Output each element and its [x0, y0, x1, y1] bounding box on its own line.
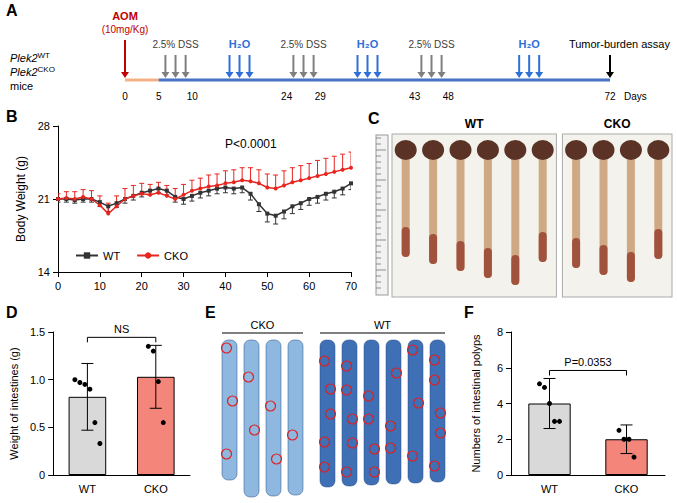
- svg-text:WT: WT: [465, 117, 484, 131]
- svg-text:0.5: 0.5: [30, 421, 45, 433]
- svg-text:P<0.0001: P<0.0001: [225, 137, 277, 151]
- svg-text:C: C: [368, 110, 380, 127]
- svg-text:H₂O: H₂O: [357, 38, 379, 50]
- svg-text:14: 14: [38, 266, 50, 278]
- svg-text:WT: WT: [103, 250, 120, 262]
- svg-text:NS: NS: [114, 323, 129, 335]
- svg-text:Plek2WT: Plek2WT: [10, 51, 50, 65]
- svg-text:10: 10: [187, 91, 199, 102]
- svg-text:72: 72: [604, 91, 616, 102]
- svg-text:(10mg/Kg): (10mg/Kg): [102, 24, 149, 35]
- svg-text:6: 6: [497, 362, 503, 374]
- svg-text:48: 48: [443, 91, 455, 102]
- svg-text:60: 60: [303, 280, 315, 292]
- svg-text:0: 0: [122, 91, 128, 102]
- svg-text:H₂O: H₂O: [229, 38, 251, 50]
- svg-text:20: 20: [136, 280, 148, 292]
- svg-text:0: 0: [55, 280, 61, 292]
- svg-text:2.5% DSS: 2.5% DSS: [280, 39, 326, 50]
- svg-text:Tumor-burden assay: Tumor-burden assay: [569, 38, 671, 50]
- svg-text:CKO: CKO: [251, 319, 275, 331]
- svg-text:2.5% DSS: 2.5% DSS: [408, 39, 454, 50]
- svg-text:Numbers of intestinal polyps: Numbers of intestinal polyps: [470, 334, 482, 473]
- svg-text:Plek2CKO: Plek2CKO: [10, 65, 55, 79]
- svg-text:1.5: 1.5: [30, 326, 45, 338]
- svg-text:50: 50: [261, 280, 273, 292]
- svg-text:E: E: [205, 304, 216, 321]
- svg-text:mice: mice: [10, 80, 33, 92]
- svg-text:AOM: AOM: [112, 10, 138, 22]
- svg-text:40: 40: [219, 280, 231, 292]
- svg-text:28: 28: [38, 120, 50, 132]
- svg-text:0: 0: [39, 469, 45, 481]
- svg-text:CKO: CKO: [144, 483, 168, 495]
- svg-text:1.0: 1.0: [30, 374, 45, 386]
- svg-text:5: 5: [156, 91, 162, 102]
- svg-text:Weight of intestines (g): Weight of intestines (g): [8, 347, 20, 459]
- svg-text:70: 70: [345, 280, 357, 292]
- svg-text:P=0.0353: P=0.0353: [564, 356, 611, 368]
- svg-text:0: 0: [497, 469, 503, 481]
- svg-text:10: 10: [94, 280, 106, 292]
- svg-text:2.5% DSS: 2.5% DSS: [152, 39, 198, 50]
- svg-text:F: F: [464, 304, 474, 321]
- svg-text:WT: WT: [541, 483, 558, 495]
- svg-text:A: A: [6, 2, 18, 19]
- svg-text:Body Weight (g): Body Weight (g): [14, 156, 28, 242]
- svg-text:Days: Days: [624, 91, 647, 102]
- svg-text:CKO: CKO: [615, 483, 639, 495]
- svg-text:4: 4: [497, 398, 503, 410]
- svg-text:43: 43: [409, 91, 421, 102]
- svg-text:CKO: CKO: [604, 117, 631, 131]
- svg-text:8: 8: [497, 326, 503, 338]
- svg-text:30: 30: [177, 280, 189, 292]
- svg-text:21: 21: [38, 193, 50, 205]
- svg-text:2: 2: [497, 433, 503, 445]
- svg-text:WT: WT: [79, 483, 96, 495]
- svg-text:H₂O: H₂O: [518, 38, 540, 50]
- svg-text:B: B: [6, 108, 18, 125]
- svg-text:24: 24: [281, 91, 293, 102]
- svg-text:CKO: CKO: [164, 250, 188, 262]
- svg-text:29: 29: [315, 91, 327, 102]
- svg-text:D: D: [6, 304, 18, 321]
- svg-text:WT: WT: [374, 319, 391, 331]
